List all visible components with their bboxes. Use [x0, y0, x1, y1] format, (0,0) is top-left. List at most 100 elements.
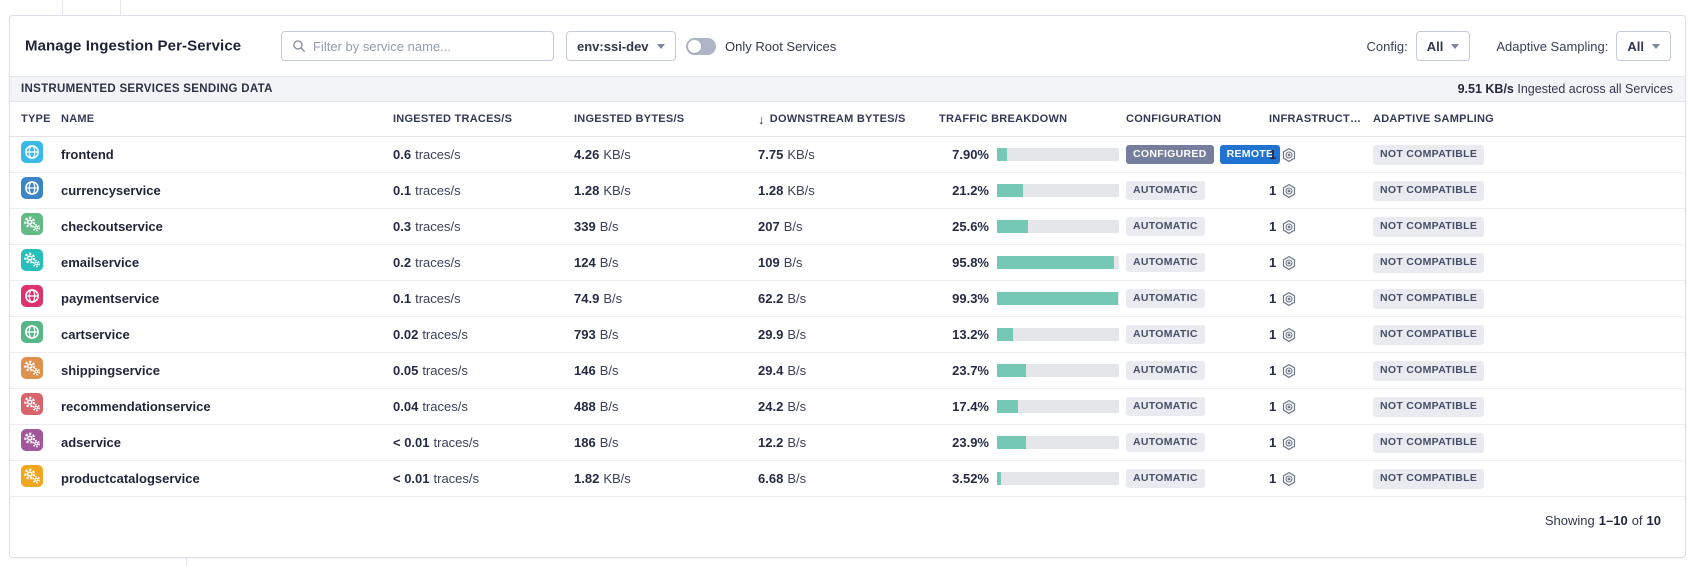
- configuration-badge: AUTOMATIC: [1126, 216, 1205, 237]
- configuration-badge: AUTOMATIC: [1126, 432, 1205, 453]
- traffic-bar-fill: [997, 148, 1007, 161]
- service-name[interactable]: shippingservice: [61, 362, 160, 378]
- service-name[interactable]: productcatalogservice: [61, 470, 200, 486]
- ingested-bytes-value: 1.82: [574, 471, 600, 486]
- sort-desc-icon: ↓: [758, 111, 765, 127]
- table-row[interactable]: productcatalogservice < 0.01 traces/s 1.8…: [10, 461, 1685, 497]
- total-ingestion-rate: 9.51 KB/s Ingested across all Services: [1457, 82, 1673, 96]
- configuration-badge: AUTOMATIC: [1126, 324, 1205, 345]
- traffic-percent: 95.8%: [952, 255, 989, 270]
- adaptive-sampling-badge: NOT COMPATIBLE: [1373, 361, 1485, 381]
- configuration-badge: AUTOMATIC: [1126, 180, 1205, 201]
- host-count: 1: [1269, 291, 1277, 306]
- service-name[interactable]: recommendationservice: [61, 398, 211, 414]
- adaptive-sampling-badge: NOT COMPATIBLE: [1373, 397, 1485, 417]
- traffic-bar-fill: [997, 184, 1023, 197]
- service-name[interactable]: frontend: [61, 146, 114, 162]
- table-row[interactable]: recommendationservice 0.04 traces/s 488 B/…: [10, 389, 1685, 425]
- column-header-traffic-breakdown[interactable]: TRAFFIC BREAKDOWN: [939, 113, 1068, 125]
- table-row[interactable]: emailservice 0.2 traces/s 124 B/s 109 B/s 9…: [10, 245, 1685, 281]
- table-row[interactable]: checkoutservice 0.3 traces/s 339 B/s 207 B/…: [10, 209, 1685, 245]
- adaptive-sampling-filter-label: Adaptive Sampling:: [1496, 38, 1609, 54]
- ingested-traces-unit: traces/s: [422, 327, 468, 342]
- table-row[interactable]: currencyservice 0.1 traces/s 1.28 KB/s 1.2…: [10, 173, 1685, 209]
- downstream-bytes-value: 29.9: [758, 327, 784, 342]
- downstream-bytes-unit: B/s: [787, 435, 807, 450]
- traffic-bar: [997, 472, 1119, 485]
- traffic-bar-fill: [997, 328, 1014, 341]
- ingested-bytes-value: 146: [574, 363, 596, 378]
- service-type-icon: [21, 429, 43, 451]
- adaptive-sampling-badge: NOT COMPATIBLE: [1373, 289, 1485, 309]
- service-search-box[interactable]: [281, 31, 554, 61]
- configuration-badge: AUTOMATIC: [1126, 396, 1205, 417]
- host-count: 1: [1269, 219, 1277, 234]
- ingested-traces-value: < 0.01: [393, 471, 430, 486]
- column-header-infrastructure[interactable]: INFRASTRUCT…: [1269, 113, 1362, 125]
- downstream-bytes-unit: B/s: [787, 363, 807, 378]
- service-name[interactable]: adservice: [61, 434, 121, 450]
- column-header-type[interactable]: TYPE: [21, 113, 51, 125]
- service-name[interactable]: cartservice: [61, 326, 130, 342]
- traffic-percent: 13.2%: [952, 327, 989, 342]
- traffic-bar-fill: [997, 292, 1119, 305]
- column-header-ingested-bytes[interactable]: INGESTED BYTES/S: [574, 113, 685, 125]
- service-name[interactable]: checkoutservice: [61, 218, 163, 234]
- adaptive-sampling-dropdown[interactable]: All: [1616, 31, 1671, 61]
- ingestion-panel: Manage Ingestion Per-Service env:ssi-dev…: [9, 15, 1686, 558]
- section-header: INSTRUMENTED SERVICES SENDING DATA 9.51 …: [10, 76, 1685, 102]
- configuration-badges: AUTOMATIC: [1126, 396, 1269, 417]
- table-row[interactable]: cartservice 0.02 traces/s 793 B/s 29.9 B/s …: [10, 317, 1685, 353]
- host-count: 1: [1269, 255, 1277, 270]
- config-dropdown[interactable]: All: [1415, 31, 1471, 61]
- config-filter-label: Config:: [1366, 38, 1408, 54]
- service-type-icon: [21, 357, 43, 379]
- configuration-badges: AUTOMATIC: [1126, 360, 1269, 381]
- service-name[interactable]: paymentservice: [61, 290, 160, 306]
- configuration-badges: AUTOMATIC: [1126, 432, 1269, 453]
- column-header-ingested-traces[interactable]: INGESTED TRACES/S: [393, 113, 513, 125]
- pagination-status: Showing 1–10 of 10: [1544, 513, 1661, 528]
- service-type-icon: [21, 249, 43, 271]
- table-row[interactable]: frontend 0.6 traces/s 4.26 KB/s 7.75 KB/s 7…: [10, 137, 1685, 173]
- traffic-bar-fill: [997, 400, 1019, 413]
- ingested-traces-value: 0.05: [393, 363, 419, 378]
- column-header-adaptive-sampling[interactable]: ADAPTIVE SAMPLING: [1373, 113, 1494, 125]
- downstream-bytes-value: 207: [758, 219, 780, 234]
- service-name[interactable]: emailservice: [61, 254, 140, 270]
- ingested-traces-value: 0.1: [393, 291, 412, 306]
- column-header-configuration[interactable]: CONFIGURATION: [1126, 113, 1222, 125]
- only-root-services-toggle[interactable]: [686, 37, 716, 55]
- downstream-bytes-value: 7.75: [758, 147, 784, 162]
- traffic-bar: [997, 328, 1119, 341]
- service-type-icon: [21, 177, 43, 199]
- downstream-bytes-value: 6.68: [758, 471, 784, 486]
- host-hexagon-icon: [1281, 219, 1297, 235]
- downstream-bytes-value: 12.2: [758, 435, 784, 450]
- ingested-traces-unit: traces/s: [415, 183, 461, 198]
- service-name[interactable]: currencyservice: [61, 182, 161, 198]
- column-header-name[interactable]: NAME: [61, 113, 95, 125]
- traffic-bar: [997, 148, 1119, 161]
- table-row[interactable]: adservice < 0.01 traces/s 186 B/s 12.2 B/s …: [10, 425, 1685, 461]
- host-hexagon-icon: [1281, 471, 1297, 487]
- traffic-bar: [997, 184, 1119, 197]
- adaptive-sampling-badge: NOT COMPATIBLE: [1373, 469, 1485, 489]
- service-type-icon: [21, 141, 43, 163]
- column-header-downstream-bytes[interactable]: ↓ DOWNSTREAM BYTES/S: [758, 111, 906, 127]
- ingested-bytes-unit: KB/s: [603, 183, 631, 198]
- background-divider: [62, 0, 63, 15]
- search-input[interactable]: [313, 38, 543, 54]
- env-dropdown[interactable]: env:ssi-dev: [566, 31, 676, 61]
- traffic-percent: 99.3%: [952, 291, 989, 306]
- downstream-bytes-unit: B/s: [787, 291, 807, 306]
- traffic-percent: 3.52%: [952, 471, 989, 486]
- service-type-icon: [21, 465, 43, 487]
- host-hexagon-icon: [1281, 147, 1297, 163]
- table-row[interactable]: shippingservice 0.05 traces/s 146 B/s 29.4…: [10, 353, 1685, 389]
- ingested-bytes-unit: B/s: [599, 363, 619, 378]
- host-count: 1: [1269, 399, 1277, 414]
- table-row[interactable]: paymentservice 0.1 traces/s 74.9 B/s 62.2 B…: [10, 281, 1685, 317]
- ingested-traces-value: 0.04: [393, 399, 419, 414]
- env-dropdown-value: env:ssi-dev: [577, 38, 649, 54]
